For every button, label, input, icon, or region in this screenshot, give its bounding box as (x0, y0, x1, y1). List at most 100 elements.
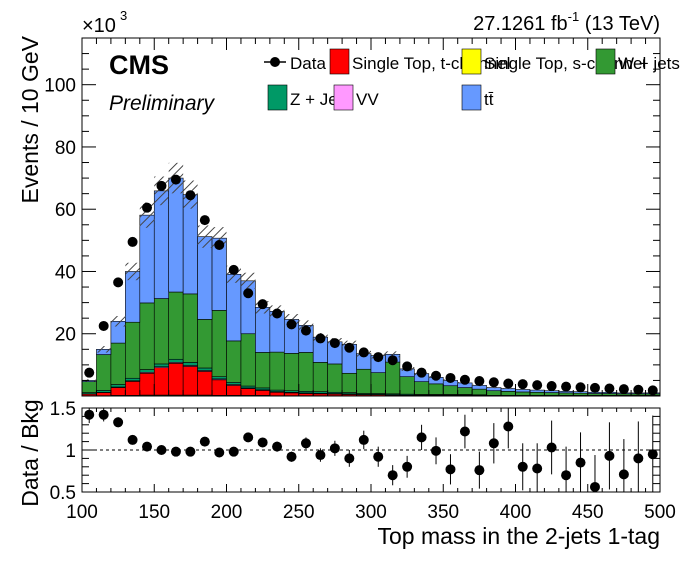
y-tick-label-40: 40 (55, 262, 76, 283)
bar-wjets-11 (240, 333, 256, 387)
bar-ttbar-12 (255, 306, 271, 353)
data-point-39 (647, 385, 658, 396)
data-point-9 (214, 240, 225, 251)
bar-zjets-7 (182, 362, 198, 366)
ratio-point-28 (488, 438, 499, 449)
ratio-point-24 (431, 445, 442, 456)
cms-label: CMS (109, 50, 169, 80)
uncertainty-bin-2 (110, 316, 126, 327)
ratio-point-37 (618, 469, 629, 480)
exponent-base: ×10 (82, 15, 116, 37)
data-point-27 (474, 376, 485, 387)
bar-wjets-23 (414, 381, 430, 395)
x-tick-label-450: 450 (572, 502, 604, 523)
data-point-22 (402, 361, 413, 372)
bar-wjets-10 (226, 340, 242, 383)
lumi-exponent: -1 (568, 9, 580, 24)
ratio-point-34 (575, 457, 586, 468)
data-point-21 (387, 355, 398, 366)
ratio-point-19 (358, 434, 369, 445)
ratio-point-30 (517, 461, 528, 472)
ratio-point-15 (300, 438, 311, 449)
uncertainty-bin-8 (197, 225, 213, 248)
bar-wjets-17 (327, 363, 343, 393)
uncertainty-bin-30 (515, 389, 530, 390)
stacked-histogram (81, 177, 661, 397)
bar-ttbar-6 (168, 177, 184, 293)
bar-wjets-4 (139, 302, 155, 370)
bar-wjets-2 (110, 342, 126, 385)
bar-ttbar-7 (182, 194, 198, 295)
bar-wjets-5 (153, 298, 169, 365)
x-axis-label: Top mass in the 2-jets 1-tag (377, 523, 660, 549)
bar-stop_t-12 (255, 390, 271, 396)
data-point-6 (170, 174, 181, 185)
bar-stop_t-6 (168, 363, 184, 396)
ratio-point-7 (185, 446, 196, 457)
bar-ttbar-10 (226, 273, 242, 342)
ratio-point-33 (561, 470, 572, 481)
bar-wjets-1 (96, 354, 112, 391)
bar-wjets-8 (197, 319, 213, 369)
legend-marker-ttbar (461, 84, 482, 111)
data-point-24 (431, 370, 442, 381)
bar-wjets-14 (283, 353, 300, 392)
data-point-15 (300, 325, 311, 336)
legend-label-data: Data (290, 54, 326, 73)
data-point-1 (98, 320, 109, 331)
bar-zjets-4 (139, 369, 155, 373)
bar-wjets-15 (298, 352, 314, 392)
bar-wjets-7 (182, 293, 198, 363)
bar-zjets-2 (110, 384, 126, 388)
data-point-7 (185, 190, 196, 201)
data-point-26 (459, 374, 470, 385)
ratio-point-22 (402, 461, 413, 472)
uncertainty-bin-0 (82, 379, 97, 382)
ratio-y-tick-label-1: 1 (65, 441, 76, 462)
ratio-points (82, 408, 660, 492)
bar-stop_t-15 (298, 393, 314, 396)
bar-stop_t-9 (211, 379, 227, 396)
y-tick-label-60: 60 (55, 200, 76, 221)
ratio-y-tick-label-0.5: 0.5 (50, 483, 76, 504)
bar-zjets-5 (153, 363, 169, 368)
legend-label-wjets: W + jets (618, 54, 680, 73)
bar-wjets-13 (269, 351, 285, 391)
bar-wjets-9 (211, 310, 227, 377)
ratio-point-4 (142, 441, 153, 452)
bar-wjets-30 (515, 391, 531, 396)
ratio-point-0 (84, 409, 95, 420)
axes: 100 150 200 250 300 350 400 450 500204060801000.… (44, 37, 676, 523)
data-point-36 (604, 383, 615, 394)
bar-stop_t-11 (240, 388, 256, 396)
uncertainty-bin-1 (96, 346, 111, 353)
uncertainty-bin-3 (125, 262, 140, 281)
ratio-point-1 (98, 409, 109, 420)
ratio-point-13 (272, 441, 283, 452)
x-tick-label-250: 250 (283, 502, 315, 523)
bar-ttbar-8 (197, 236, 213, 320)
bar-stop_t-3 (125, 381, 141, 396)
uncertainty-bin-28 (486, 387, 502, 389)
x-tick-label-100: 100 (66, 502, 98, 523)
legend-label-vv: VV (356, 90, 379, 109)
x-tick-label-150: 150 (138, 502, 170, 523)
legend-marker-stop_s (461, 48, 482, 75)
bar-wjets-6 (168, 291, 184, 360)
ratio-point-21 (387, 470, 398, 481)
y-tick-label-20: 20 (55, 325, 76, 346)
data-point-25 (445, 372, 456, 383)
bar-wjets-18 (341, 372, 357, 393)
ratio-point-32 (546, 442, 557, 453)
data-point-31 (532, 380, 543, 391)
ratio-point-10 (228, 446, 239, 457)
bar-wjets-32 (544, 392, 560, 396)
uncertainty-bin-11 (240, 272, 256, 289)
bar-wjets-29 (500, 391, 516, 396)
bar-wjets-19 (356, 368, 372, 394)
ratio-point-25 (445, 464, 456, 475)
ratio-point-6 (170, 446, 181, 457)
legend-marker-vv (333, 84, 354, 111)
ratio-point-8 (199, 436, 210, 447)
